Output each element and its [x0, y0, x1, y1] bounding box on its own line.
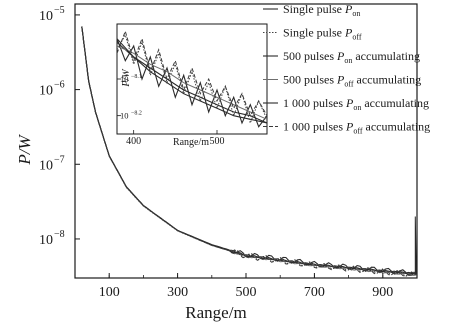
- y-tick-exponent: −8: [54, 229, 65, 240]
- legend-entry: Single pulse Pon: [283, 2, 360, 18]
- inset-x-tick-label: 400: [126, 136, 141, 147]
- legend-entry: Single pulse Poff: [283, 26, 362, 42]
- legend-entry: 1 000 pulses Pon accumulating: [283, 96, 429, 112]
- y-tick-exponent: −5: [54, 5, 65, 16]
- inset-series-line-1: [117, 38, 267, 128]
- legend-entry: 500 pulses Poff accumulating: [283, 73, 421, 89]
- y-tick-label: 10: [39, 233, 53, 248]
- inset-y-tick-label: 10: [120, 111, 129, 121]
- x-axis-ticks: 100 300 500 700 900: [74, 273, 418, 300]
- inset-y-axis-label: P/W: [121, 68, 132, 88]
- legend-entry: 1 000 pulses Poff accumulating: [283, 120, 430, 136]
- y-tick-label: 10: [39, 84, 53, 99]
- main-series-group: [81, 26, 417, 277]
- inset-series-line-5: [117, 38, 267, 124]
- x-tick-label: 100: [99, 285, 120, 300]
- x-tick-label: 300: [167, 285, 188, 300]
- x-tick-label: 900: [372, 285, 393, 300]
- series-line-6: [81, 26, 417, 277]
- inset-y-tick-label: 10: [120, 74, 129, 84]
- x-tick-label: 700: [304, 285, 325, 300]
- inset-series-line-2: [117, 33, 267, 125]
- y-tick-label: 10: [39, 158, 53, 173]
- y-axis-label: P/W: [15, 134, 34, 166]
- inset-y-tick-exponent: −8.2: [131, 111, 142, 117]
- inset-series-group: [117, 29, 267, 128]
- y-tick-label: 10: [39, 9, 53, 24]
- inset-x-axis-label: Range/m: [173, 137, 209, 148]
- inset-x-tick-label: 500: [210, 136, 225, 147]
- y-tick-exponent: −6: [54, 80, 65, 91]
- inset-y-tick-exponent: −8.1: [131, 74, 142, 80]
- legend-entry: 500 pulses Pon accumulating: [283, 49, 420, 65]
- x-tick-label: 500: [236, 285, 257, 300]
- series-spike: [414, 216, 417, 275]
- y-tick-exponent: −7: [54, 154, 65, 165]
- inset-series-line-3: [117, 41, 267, 124]
- y-axis-ticks: 10−510−610−710−8: [39, 5, 80, 248]
- legend: Single pulse Pon Single pulse Poff 500 pul…: [263, 2, 430, 136]
- inset-series-line-4: [117, 45, 267, 120]
- x-axis-label: Range/m: [185, 303, 246, 322]
